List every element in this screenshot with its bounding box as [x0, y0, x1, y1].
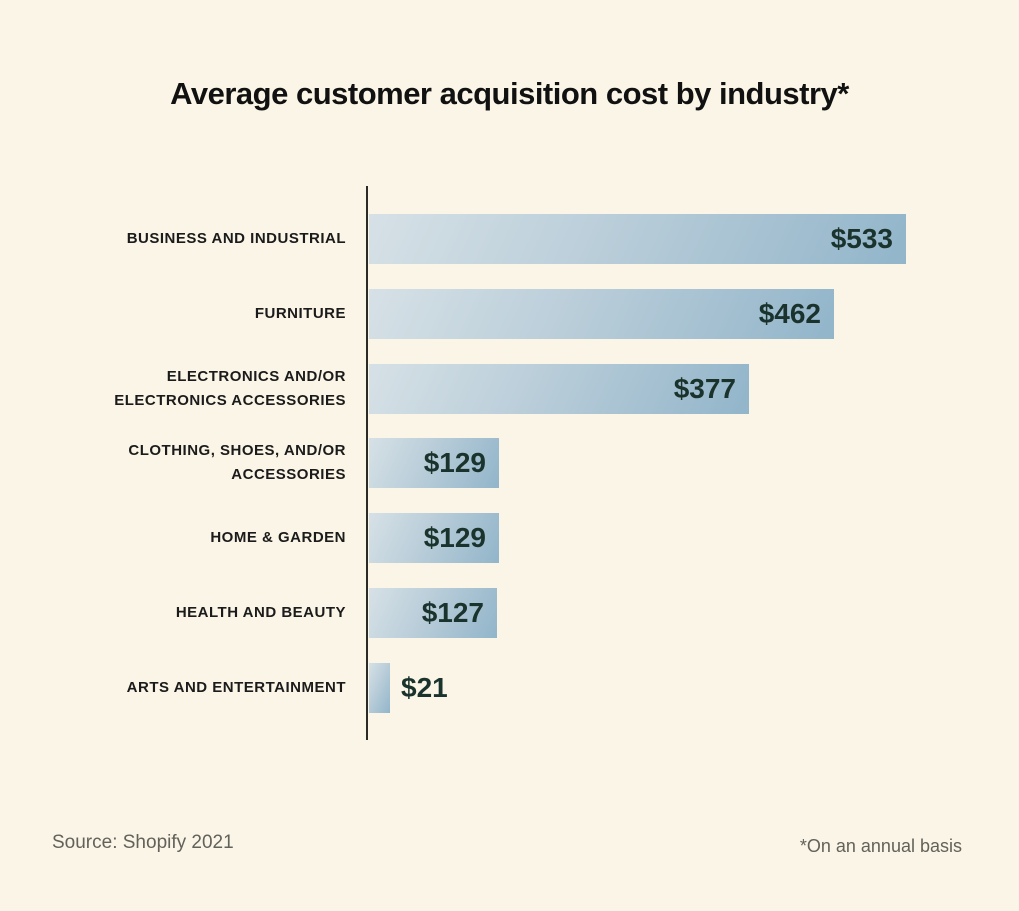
value-label: $129: [423, 447, 486, 479]
bar: $377: [369, 363, 749, 414]
category-label: ELECTRONICS AND/OR ELECTRONICS ACCESSORI…: [114, 367, 346, 409]
y-axis-line: [366, 186, 368, 740]
category-label: HOME & GARDEN: [210, 529, 346, 547]
chart-title: Average customer acquisition cost by ind…: [170, 76, 849, 111]
bar: $129: [369, 513, 499, 564]
bar: [369, 662, 390, 713]
category-label: FURNITURE: [254, 304, 346, 322]
value-label: $533: [830, 223, 893, 254]
value-label: $129: [423, 522, 486, 554]
category-label: BUSINESS AND INDUSTRIAL: [126, 230, 346, 247]
category-label: ARTS AND ENTERTAINMENT: [126, 678, 346, 696]
bar-row: FURNITURE $462: [0, 288, 1019, 339]
value-label: $377: [673, 372, 736, 404]
category-label: CLOTHING, SHOES, AND/OR ACCESSORIES: [128, 442, 346, 484]
value-label: $21: [401, 671, 448, 703]
bar-row: ELECTRONICS AND/OR ELECTRONICS ACCESSORI…: [0, 363, 1019, 414]
annual-basis-footnote: *On an annual basis: [799, 836, 962, 856]
category-label: HEALTH AND BEAUTY: [175, 604, 346, 622]
bar-row: HOME & GARDEN $129: [0, 513, 1019, 564]
bar-chart: BUSINESS AND INDUSTRIAL $533 FURNITURE $462…: [0, 186, 1019, 740]
bar-row: ARTS AND ENTERTAINMENT $21: [0, 662, 1019, 713]
bar: $127: [369, 588, 497, 639]
bar-row: HEALTH AND BEAUTY $127: [0, 588, 1019, 639]
bar-row: BUSINESS AND INDUSTRIAL $533: [0, 214, 1019, 264]
bar-row: CLOTHING, SHOES, AND/OR ACCESSORIES $129: [0, 438, 1019, 489]
source-note: Source: Shopify 2021: [52, 832, 234, 853]
bar: $129: [369, 438, 499, 489]
value-label: $127: [421, 597, 484, 629]
value-label: $462: [758, 297, 821, 329]
bar: $462: [369, 288, 834, 339]
bar: $533: [369, 214, 906, 264]
